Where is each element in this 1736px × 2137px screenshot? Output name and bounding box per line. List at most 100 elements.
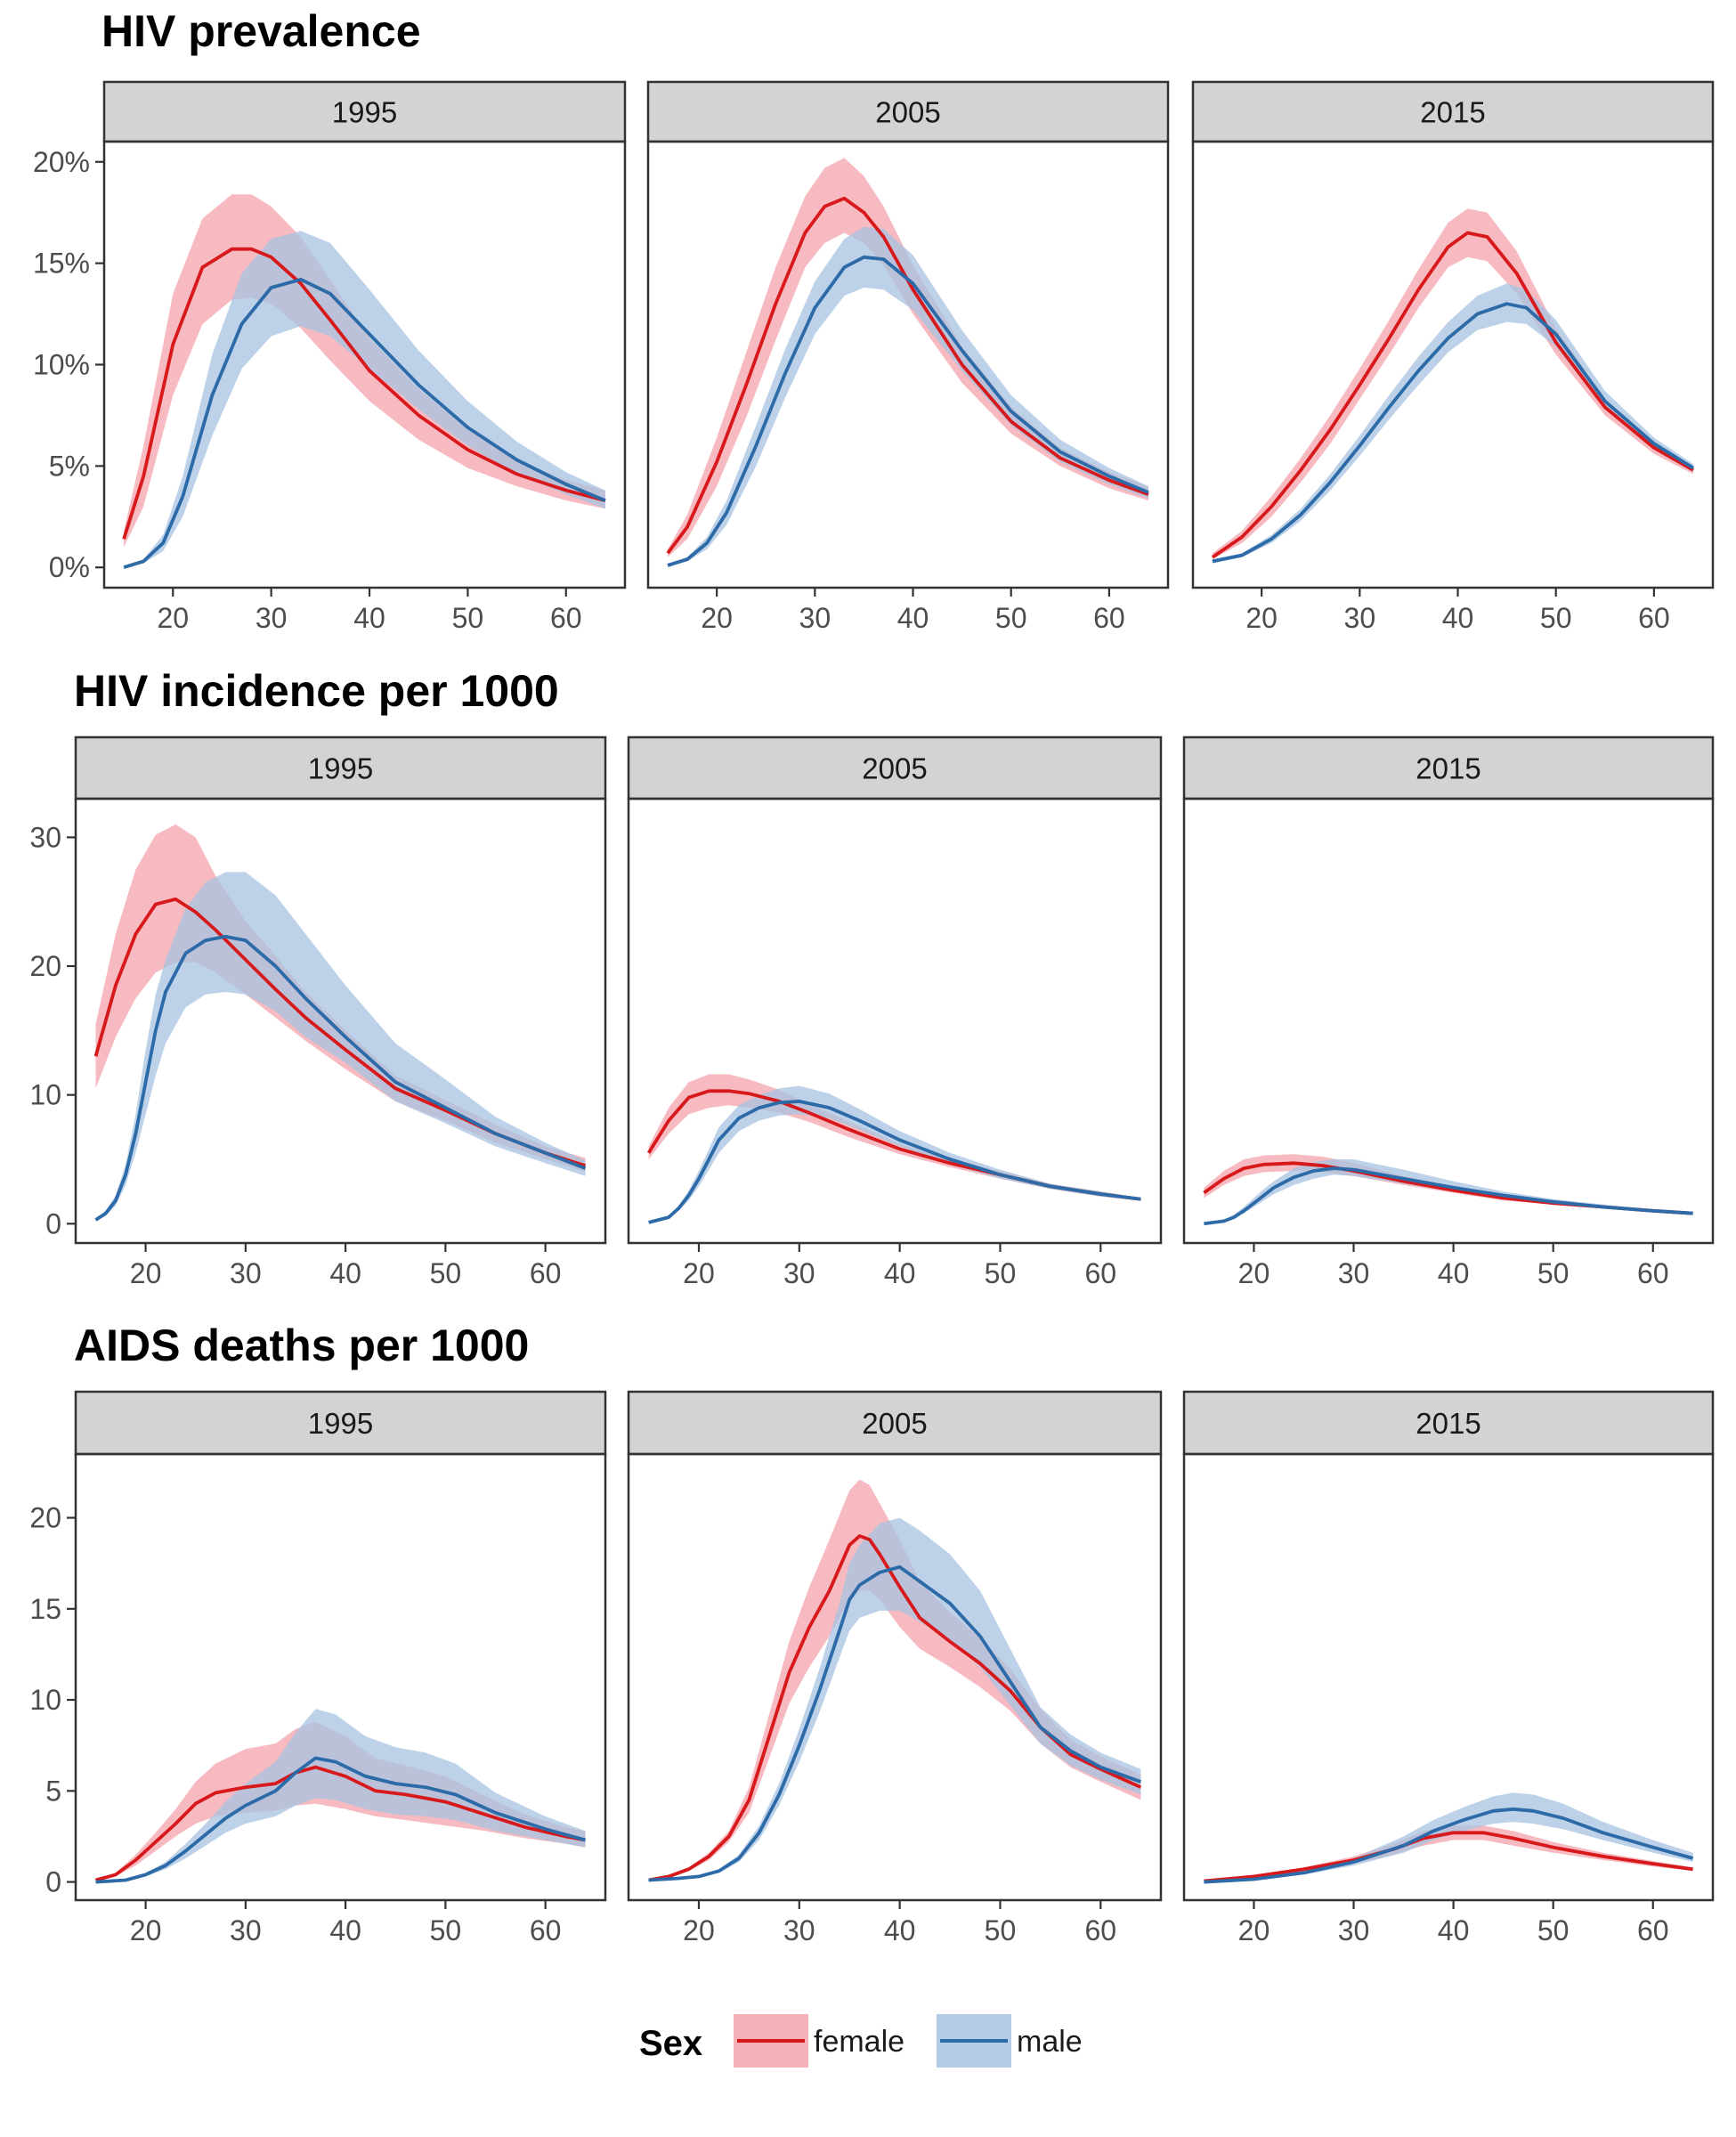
series-line-male xyxy=(1204,1807,1694,1884)
row-title: HIV prevalence xyxy=(101,6,421,56)
x-tick-label: 40 xyxy=(329,1257,361,1289)
x-tick-label: 40 xyxy=(1442,602,1474,634)
x-tick-label: 50 xyxy=(452,602,484,634)
x-tick-label: 30 xyxy=(783,1257,815,1289)
facet-label: 2015 xyxy=(1416,752,1480,785)
facet-label: 2015 xyxy=(1420,96,1485,129)
series-line-male xyxy=(667,255,1149,567)
facet-label: 1995 xyxy=(308,752,373,785)
ribbon-male xyxy=(648,1517,1141,1881)
facet-label: 2005 xyxy=(862,752,927,785)
facet-strip xyxy=(627,1390,1163,1456)
x-tick-label: 50 xyxy=(430,1257,462,1289)
chart-row: HIV incidence per 1000 1995 20 30 40 50 60 0 10 2… xyxy=(29,666,1715,1289)
y-tick-label: 10 xyxy=(29,1079,61,1111)
panel-border xyxy=(627,797,1163,1245)
x-tick-label: 60 xyxy=(1085,1257,1117,1289)
x-tick-label: 40 xyxy=(329,1914,361,1946)
series-line-female xyxy=(1211,231,1694,559)
x-tick-label: 50 xyxy=(430,1914,462,1946)
plot-area xyxy=(666,158,1149,567)
y-tick-label: 0 xyxy=(45,1207,61,1239)
panel-border xyxy=(1191,140,1715,589)
y-tick-label: 5% xyxy=(49,450,90,482)
y-tick-label: 20 xyxy=(29,1502,61,1534)
x-tick-label: 60 xyxy=(1637,1257,1669,1289)
x-tick-label: 50 xyxy=(1540,602,1572,634)
panel-border xyxy=(74,797,607,1245)
x-tick-label: 20 xyxy=(683,1257,715,1289)
x-tick-label: 50 xyxy=(985,1914,1017,1946)
ribbon-female xyxy=(124,194,605,548)
facet-label: 1995 xyxy=(332,96,397,129)
series-line-male xyxy=(95,1756,587,1884)
ribbon-female xyxy=(668,158,1148,557)
x-tick-label: 50 xyxy=(1537,1914,1570,1946)
plot-area xyxy=(1211,208,1695,564)
x-tick-label: 30 xyxy=(783,1914,815,1946)
x-tick-label: 60 xyxy=(1638,602,1670,634)
panel-border xyxy=(627,1452,1163,1902)
x-tick-label: 40 xyxy=(1438,1914,1470,1946)
plot-area xyxy=(648,1479,1142,1882)
facet-panel: 2005 20 30 40 50 60 xyxy=(627,1390,1163,1946)
facet-strip xyxy=(1191,80,1715,143)
row-title: AIDS deaths per 1000 xyxy=(74,1320,529,1370)
y-tick-label: 15 xyxy=(29,1593,61,1625)
facet-strip xyxy=(1182,735,1715,800)
series-line-male xyxy=(1204,1166,1693,1226)
x-tick-label: 20 xyxy=(130,1914,162,1946)
x-tick-label: 40 xyxy=(884,1914,916,1946)
facet-panel: 1995 20 30 40 50 60 0% 5% 10% 15% 20% xyxy=(33,80,627,634)
legend-title: Sex xyxy=(639,2024,702,2063)
x-tick-label: 60 xyxy=(550,602,582,634)
facet-panel: 2005 20 30 40 50 60 xyxy=(646,80,1170,634)
x-tick-label: 20 xyxy=(157,602,189,634)
x-tick-label: 60 xyxy=(1637,1914,1669,1946)
panel-border xyxy=(1182,797,1715,1245)
series-line-male xyxy=(94,934,587,1222)
facet-strip xyxy=(74,735,607,800)
ribbon-male xyxy=(648,1085,1141,1223)
facet-strip xyxy=(74,1390,607,1456)
facet-panel: 2015 20 30 40 50 60 xyxy=(1182,735,1715,1289)
panel-border xyxy=(74,1452,607,1902)
plot-area xyxy=(93,824,587,1222)
plot-area xyxy=(646,1074,1141,1224)
series-line-male xyxy=(1212,302,1695,564)
facet-strip xyxy=(102,80,627,143)
y-tick-label: 5 xyxy=(45,1775,61,1807)
x-tick-label: 30 xyxy=(230,1257,262,1289)
x-tick-label: 40 xyxy=(1438,1257,1470,1289)
x-tick-label: 30 xyxy=(256,602,288,634)
facet-label: 2005 xyxy=(862,1407,927,1440)
facet-label: 2005 xyxy=(875,96,940,129)
y-tick-label: 10 xyxy=(29,1684,61,1716)
facet-panel: 1995 20 30 40 50 60 0 10 20 30 xyxy=(29,735,607,1289)
legend-label-male: male xyxy=(1017,2025,1083,2059)
x-tick-label: 40 xyxy=(353,602,385,634)
x-tick-label: 50 xyxy=(995,602,1027,634)
x-tick-label: 30 xyxy=(1338,1257,1370,1289)
ribbon-male xyxy=(1213,283,1693,564)
series-line-female xyxy=(666,196,1149,555)
series-line-male xyxy=(123,278,606,570)
x-tick-label: 30 xyxy=(230,1914,262,1946)
series-line-female xyxy=(122,247,606,540)
plot-area xyxy=(122,194,606,570)
chart-row: HIV prevalence 1995 20 30 40 50 60 0% 5% 10% 15% 20… xyxy=(33,6,1715,634)
legend: Sex female male xyxy=(639,2014,1083,2068)
ribbon-female xyxy=(1213,208,1693,560)
y-tick-label: 20% xyxy=(33,146,90,178)
y-tick-label: 0% xyxy=(49,551,90,583)
plot-area xyxy=(95,1709,587,1884)
x-tick-label: 20 xyxy=(1245,602,1278,634)
facet-strip xyxy=(1182,1390,1715,1456)
x-tick-label: 50 xyxy=(1537,1257,1570,1289)
y-tick-label: 10% xyxy=(33,349,90,381)
ribbon-male xyxy=(1204,1159,1693,1224)
facet-panel: 1995 20 30 40 50 60 0 5 10 15 20 xyxy=(29,1390,607,1946)
row-title: HIV incidence per 1000 xyxy=(74,666,559,716)
